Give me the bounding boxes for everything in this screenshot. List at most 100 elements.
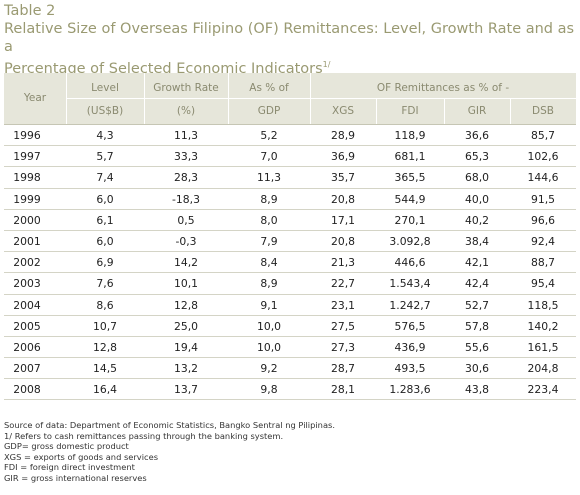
table-body: 1996 4,3 11,3 5,2 28,9 118,9 36,6 85,7 1… [4, 125, 576, 401]
cell-dsb: 140,2 [527, 319, 559, 333]
cell-year: 2002 [13, 256, 41, 270]
cell-fdi: 436,9 [394, 340, 426, 354]
cell-xgs: 35,7 [330, 171, 356, 185]
cell-growth: 0,5 [177, 213, 195, 227]
cell-dsb: 161,5 [527, 340, 559, 354]
header-xgs: XGS [332, 105, 354, 117]
header-growth-unit: (%) [176, 105, 196, 117]
cell-xgs: 28,7 [330, 362, 356, 376]
cell-growth: 25,0 [173, 319, 199, 333]
cell-dsb: 223,4 [527, 383, 559, 397]
cell-gir: 42,4 [464, 277, 490, 291]
abbr-gdp: GDP= gross domestic product [4, 441, 129, 452]
cell-gir: 36,6 [464, 129, 490, 142]
cell-fdi: 365,5 [394, 171, 426, 185]
abbr-xgs: XGS = exports of goods and services [4, 451, 159, 462]
table-title-line1: Relative Size of Overseas Filipino (OF) … [4, 21, 575, 55]
table-caption: Table 2 Relative Size of Overseas Filipi… [4, 2, 580, 78]
table-row: 1999 6,0 -18,3 8,9 20,8 544,9 40,0 91,5 [4, 189, 576, 210]
cell-year: 2000 [13, 213, 41, 227]
cell-dsb: 144,6 [527, 171, 559, 185]
header-column-divider [510, 99, 511, 124]
cell-year: 2008 [13, 383, 41, 397]
cell-gir: 40,0 [464, 192, 490, 206]
header-column-divider [144, 73, 145, 124]
cell-year: 2001 [13, 234, 41, 248]
cell-gir: 68,0 [464, 171, 490, 185]
cell-fdi: 446,6 [394, 256, 426, 270]
cell-fdi: 3.092,8 [389, 234, 431, 248]
cell-fdi: 681,1 [394, 150, 426, 164]
table-title-line2: Percentage of Selected Economic Indicato… [4, 56, 580, 78]
cell-level: 16,4 [92, 383, 118, 397]
cell-gdp: 7,9 [260, 234, 278, 248]
cell-level: 4,3 [96, 129, 114, 142]
cell-gir: 52,7 [464, 298, 490, 312]
cell-fdi: 1.283,6 [389, 383, 431, 397]
cell-growth: 33,3 [173, 150, 199, 164]
abbr-fdi: FDI = foreign direct investment [4, 462, 135, 473]
cell-xgs: 20,8 [330, 192, 356, 206]
cell-fdi: 1.242,7 [389, 298, 431, 312]
cell-growth: -0,3 [175, 234, 197, 248]
cell-dsb: 92,4 [530, 234, 556, 248]
cell-gir: 55,6 [464, 340, 490, 354]
table-header: Year Level (US$B) Growth Rate (%) As % o… [4, 73, 576, 125]
cell-year: 1996 [13, 129, 41, 142]
cell-xgs: 23,1 [330, 298, 356, 312]
cell-level: 7,6 [96, 277, 114, 291]
header-dsb: DSB [532, 105, 554, 117]
cell-gdp: 8,4 [260, 256, 278, 270]
table-row: 2003 7,6 10,1 8,9 22,7 1.543,4 42,4 95,4 [4, 273, 576, 295]
cell-fdi: 1.543,4 [389, 277, 431, 291]
cell-fdi: 544,9 [394, 192, 426, 206]
header-column-divider [228, 73, 229, 124]
cell-dsb: 88,7 [530, 256, 556, 270]
cell-level: 6,9 [96, 256, 114, 270]
cell-level: 8,6 [96, 298, 114, 312]
cell-growth: 11,3 [173, 129, 199, 142]
header-of-group: OF Remittances as % of - [376, 82, 510, 94]
header-level: Level [91, 82, 119, 94]
header-level-unit: (US$B) [86, 105, 124, 117]
cell-xgs: 21,3 [330, 256, 356, 270]
cell-fdi: 270,1 [394, 213, 426, 227]
footnote-1: 1/ Refers to cash remittances passing th… [4, 430, 284, 441]
cell-gdp: 8,0 [260, 213, 278, 227]
cell-xgs: 27,3 [330, 340, 356, 354]
cell-xgs: 20,8 [330, 234, 356, 248]
source-note: Source of data: Department of Economic S… [4, 420, 335, 430]
cell-growth: -18,3 [172, 192, 200, 206]
cell-gdp: 8,9 [260, 192, 278, 206]
cell-year: 2005 [13, 319, 41, 333]
cell-level: 10,7 [92, 319, 118, 333]
table-notes: Source of data: Department of Economic S… [4, 420, 335, 484]
table-row: 1997 5,7 33,3 7,0 36,9 681,1 65,3 102,6 [4, 146, 576, 168]
cell-gdp: 10,0 [256, 340, 282, 354]
cell-xgs: 17,1 [330, 213, 356, 227]
cell-growth: 13,2 [173, 362, 199, 376]
cell-gir: 57,8 [464, 319, 490, 333]
header-column-divider [376, 99, 377, 124]
header-gdp: GDP [257, 105, 281, 117]
cell-year: 2003 [13, 277, 41, 291]
header-gdp-top: As % of [249, 82, 289, 94]
cell-gdp: 9,1 [260, 298, 278, 312]
cell-level: 12,8 [92, 340, 118, 354]
cell-fdi: 493,5 [394, 362, 426, 376]
table-row: 2007 14,5 13,2 9,2 28,7 493,5 30,6 204,8 [4, 358, 576, 380]
cell-gir: 38,4 [464, 234, 490, 248]
cell-level: 7,4 [96, 171, 114, 185]
cell-year: 2004 [13, 298, 41, 312]
table-label: Table 2 [4, 3, 56, 19]
cell-growth: 10,1 [173, 277, 199, 291]
table-row: 2008 16,4 13,7 9,8 28,1 1.283,6 43,8 223… [4, 379, 576, 401]
cell-year: 1999 [13, 192, 41, 206]
table-row: 1998 7,4 28,3 11,3 35,7 365,5 68,0 144,6 [4, 167, 576, 189]
table-row: 2006 12,8 19,4 10,0 27,3 436,9 55,6 161,… [4, 337, 576, 359]
header-year: Year [23, 92, 47, 104]
cell-dsb: 91,5 [530, 192, 556, 206]
header-growth: Growth Rate [153, 82, 219, 94]
cell-year: 2006 [13, 340, 41, 354]
cell-growth: 14,2 [173, 256, 199, 270]
